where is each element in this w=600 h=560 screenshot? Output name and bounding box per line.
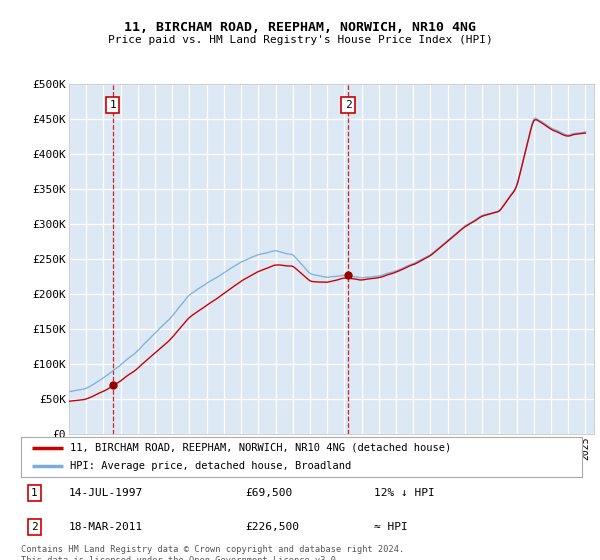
- Text: £226,500: £226,500: [245, 522, 299, 531]
- Text: 1: 1: [109, 100, 116, 110]
- Text: 12% ↓ HPI: 12% ↓ HPI: [374, 488, 435, 498]
- Text: 11, BIRCHAM ROAD, REEPHAM, NORWICH, NR10 4NG: 11, BIRCHAM ROAD, REEPHAM, NORWICH, NR10…: [124, 21, 476, 34]
- Text: £69,500: £69,500: [245, 488, 293, 498]
- Text: 2: 2: [344, 100, 352, 110]
- Text: 14-JUL-1997: 14-JUL-1997: [68, 488, 143, 498]
- Text: 2: 2: [31, 522, 38, 531]
- Text: Price paid vs. HM Land Registry's House Price Index (HPI): Price paid vs. HM Land Registry's House …: [107, 35, 493, 45]
- Text: ≈ HPI: ≈ HPI: [374, 522, 408, 531]
- Text: HPI: Average price, detached house, Broadland: HPI: Average price, detached house, Broa…: [70, 461, 352, 471]
- Text: 1: 1: [31, 488, 38, 498]
- Text: 18-MAR-2011: 18-MAR-2011: [68, 522, 143, 531]
- Text: Contains HM Land Registry data © Crown copyright and database right 2024.
This d: Contains HM Land Registry data © Crown c…: [21, 545, 404, 560]
- Text: 11, BIRCHAM ROAD, REEPHAM, NORWICH, NR10 4NG (detached house): 11, BIRCHAM ROAD, REEPHAM, NORWICH, NR10…: [70, 443, 452, 452]
